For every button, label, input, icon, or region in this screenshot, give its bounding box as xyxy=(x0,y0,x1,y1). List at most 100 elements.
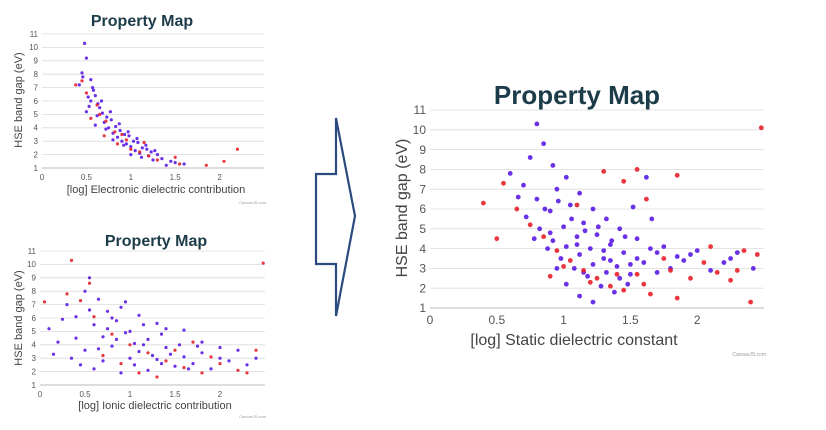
chart-0-series-1-point xyxy=(102,134,106,138)
chart-1-series-1-point xyxy=(146,351,150,355)
chart-2-ytick-label: 8 xyxy=(419,163,426,177)
chart-2-series-1-point xyxy=(581,268,586,273)
chart-1-series-0-point xyxy=(159,362,164,366)
chart-1-series-0-point xyxy=(146,368,150,372)
chart-2-series-0-point xyxy=(617,275,623,281)
chart-0-series-0-point xyxy=(95,114,99,118)
chart-1-series-1-point xyxy=(164,359,168,363)
chart-0-ytick-label: 1 xyxy=(34,164,39,173)
chart-0-series-0-point xyxy=(98,106,102,110)
chart-1-series-0-point xyxy=(74,336,78,340)
chart-1-series-0-point xyxy=(218,345,222,350)
chart-2-series-1-point xyxy=(641,281,647,287)
chart-2-series-1-point xyxy=(541,234,546,240)
chart-2-series-1-point xyxy=(621,287,627,293)
chart-0-series-0-point xyxy=(87,104,91,108)
chart-0-series-1-point xyxy=(235,147,239,151)
chart-1-xtick-label: 0 xyxy=(38,390,43,399)
chart-0-series-0-point xyxy=(126,130,130,134)
chart-1-series-0-point xyxy=(132,363,137,367)
chart-2-series-0-point xyxy=(574,234,580,240)
chart-0-series-1-point xyxy=(147,154,151,158)
chart-1-series-0-point xyxy=(150,353,155,358)
chart-2-series-0-point xyxy=(550,238,556,244)
chart-1-series-1-point xyxy=(254,348,258,352)
chart-0-ytick-label: 9 xyxy=(34,57,39,66)
chart-2-series-1-point xyxy=(621,178,627,184)
chart-1-series-0-point xyxy=(87,276,92,280)
chart-2-series-0-point xyxy=(577,252,582,257)
chart-1-series-0-point xyxy=(123,300,128,304)
chart-2-series-0-point xyxy=(601,256,607,261)
chart-1-series-0-point xyxy=(137,313,141,317)
chart-2-xlabel: [log] Static dielectric constant xyxy=(470,332,678,349)
chart-1-series-1-point xyxy=(42,300,47,304)
chart-2-ytick-label: 2 xyxy=(419,281,426,295)
chart-2-series-0-point xyxy=(594,232,600,238)
chart-0-series-0-point xyxy=(124,142,128,146)
chart-2-series-1-point xyxy=(728,277,733,283)
chart-1-series-0-point xyxy=(101,335,105,339)
chart-0-ytick-label: 6 xyxy=(34,97,39,106)
chart-1-ytick-label: 4 xyxy=(32,341,37,350)
chart-1-series-0-point xyxy=(218,356,222,360)
chart-2-series-0-point xyxy=(621,250,627,256)
chart-1-ytick-label: 7 xyxy=(32,300,37,309)
chart-1-series-0-point xyxy=(164,345,168,350)
chart-2-series-0-point xyxy=(571,266,577,271)
chart-2-series-0-point xyxy=(590,262,596,267)
chart-0-series-0-point xyxy=(122,143,126,147)
chart-2-series-0-point xyxy=(654,250,660,256)
chart-2-series-1-point xyxy=(608,283,613,289)
chart-2-series-0-point xyxy=(563,244,569,250)
chart-1-series-0-point xyxy=(128,329,132,333)
chart-2-series-1-point xyxy=(481,200,486,206)
chart-2-xtick-label: 1.5 xyxy=(622,313,639,327)
chart-2-series-1-point xyxy=(661,256,667,261)
chart-1-series-1-point xyxy=(101,353,105,358)
chart-2-series-0-point xyxy=(641,260,647,265)
chart-0-series-0-point xyxy=(93,94,97,98)
chart-2-ytick-label: 9 xyxy=(419,143,426,157)
chart-2-series-0-point xyxy=(581,220,586,226)
chart-2-series-1-point xyxy=(547,273,553,279)
chart-2-series-0-point xyxy=(694,248,700,254)
chart-0-series-1-point xyxy=(84,91,88,95)
chart-2-series-1-point xyxy=(754,252,760,257)
chart-2-series-0-point xyxy=(558,256,564,261)
chart-2-series-0-point xyxy=(574,242,580,248)
chart-0-series-0-point xyxy=(144,143,148,147)
chart-0-series-0-point xyxy=(135,136,139,141)
chart-0-series-1-point xyxy=(98,112,102,116)
chart-2-series-0-point xyxy=(577,190,582,196)
chart-2-series-1-point xyxy=(614,271,620,277)
chart-2-title: Property Map xyxy=(494,80,660,110)
chart-1-series-1-point xyxy=(182,366,186,370)
chart-1-series-1-point xyxy=(78,299,83,303)
chart-2-series-1-point xyxy=(527,222,533,228)
chart-2-series-0-point xyxy=(674,254,680,259)
chart-0-series-1-point xyxy=(95,103,99,107)
chart-1-series-1-point xyxy=(87,281,92,285)
chart-1-series-0-point xyxy=(87,308,92,312)
chart-1-series-0-point xyxy=(128,356,132,360)
chart-0-series-0-point xyxy=(123,132,127,137)
chart-0-series-0-point xyxy=(77,83,81,87)
chart-0-series-0-point xyxy=(104,127,108,131)
chart-2-series-0-point xyxy=(582,228,588,234)
chart-0-series-0-point xyxy=(111,138,115,142)
chart-2-series-1-point xyxy=(748,299,753,305)
chart-1-series-0-point xyxy=(60,317,65,321)
chart-0-series-0-point xyxy=(169,159,173,163)
chart-0-series-1-point xyxy=(178,162,182,166)
chart-2-series-0-point xyxy=(590,299,596,305)
chart-2-series-0-point xyxy=(614,264,620,269)
chart-1-series-0-point xyxy=(110,344,114,348)
chart-2-series-0-point xyxy=(681,258,687,263)
chart-0-series-0-point xyxy=(89,78,93,82)
chart-2-series-0-point xyxy=(649,216,655,222)
chart-0-series-1-point xyxy=(173,155,177,159)
chart-2-series-0-point xyxy=(542,206,548,212)
chart-1-series-0-point xyxy=(159,332,164,336)
chart-2-series-0-point xyxy=(527,155,533,160)
